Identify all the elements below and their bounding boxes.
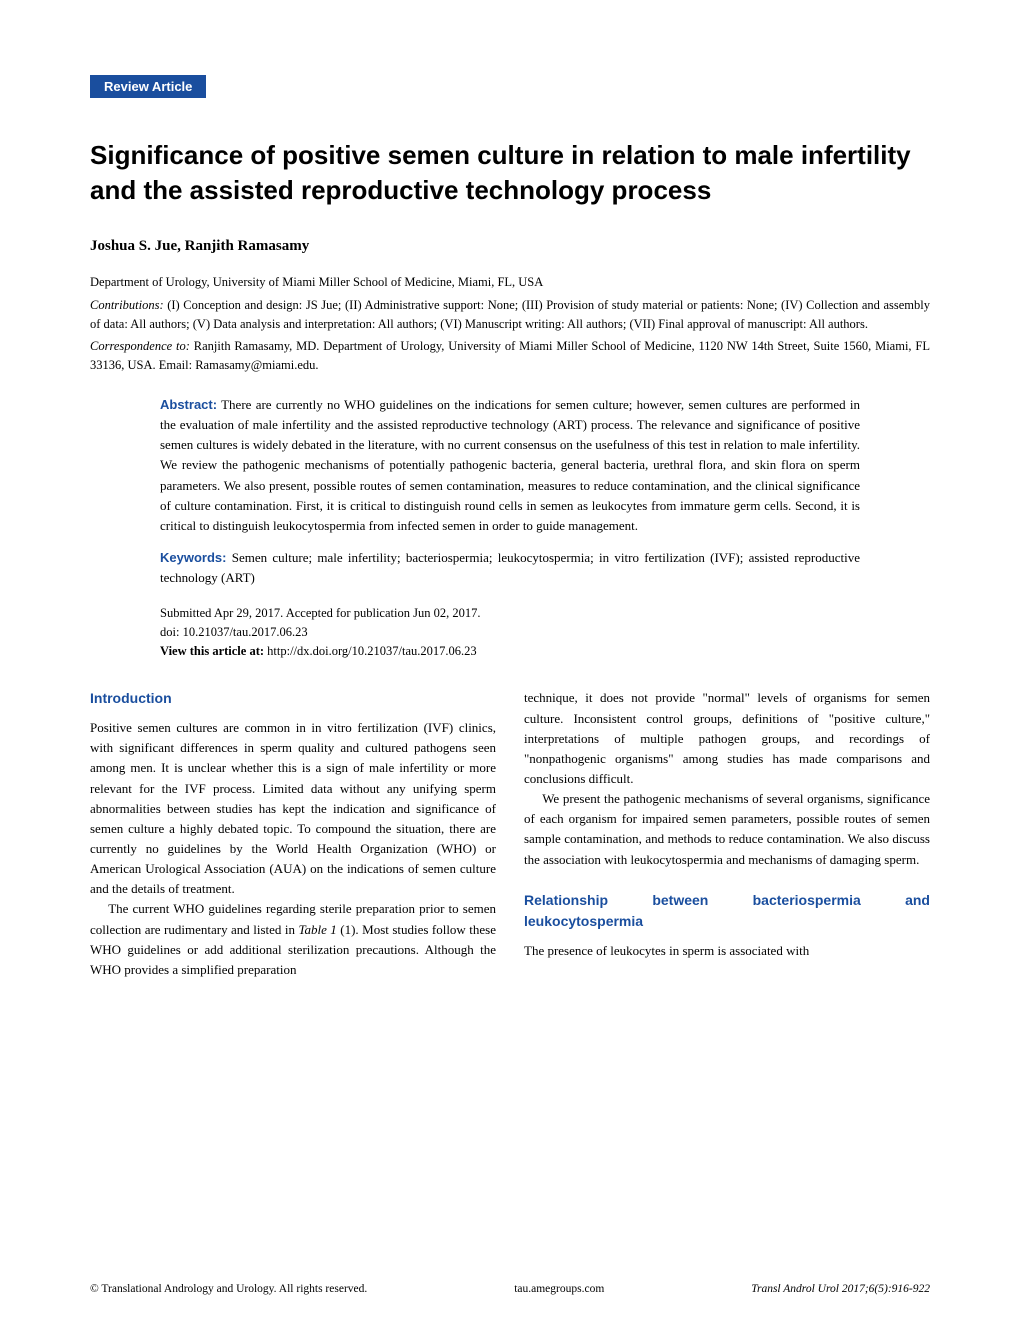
keywords-text: Semen culture; male infertility; bacteri… bbox=[160, 550, 860, 585]
table-ref: Table 1 bbox=[298, 922, 336, 937]
contributions-label: Contributions: bbox=[90, 298, 164, 312]
intro-heading: Introduction bbox=[90, 688, 496, 710]
article-tag: Review Article bbox=[90, 75, 206, 98]
contributions-text: (I) Conception and design: JS Jue; (II) … bbox=[90, 298, 930, 331]
article-title: Significance of positive semen culture i… bbox=[90, 138, 930, 208]
body-columns: Introduction Positive semen cultures are… bbox=[90, 688, 930, 980]
abstract: Abstract: There are currently no WHO gui… bbox=[160, 395, 860, 536]
abstract-label: Abstract: bbox=[160, 397, 217, 412]
col2-para-3: The presence of leukocytes in sperm is a… bbox=[524, 941, 930, 961]
abstract-text: There are currently no WHO guidelines on… bbox=[160, 397, 860, 533]
view-link: View this article at: http://dx.doi.org/… bbox=[160, 642, 860, 661]
affiliation: Department of Urology, University of Mia… bbox=[90, 273, 930, 292]
correspondence: Correspondence to: Ranjith Ramasamy, MD.… bbox=[90, 337, 930, 375]
page-footer: © Translational Andrology and Urology. A… bbox=[90, 1283, 930, 1295]
keywords-label: Keywords: bbox=[160, 550, 226, 565]
column-right: technique, it does not provide "normal" … bbox=[524, 688, 930, 980]
col2-para-1: technique, it does not provide "normal" … bbox=[524, 688, 930, 789]
view-link-label: View this article at: bbox=[160, 644, 264, 658]
relationship-heading: Relationship between bacteriospermia and… bbox=[524, 890, 930, 933]
correspondence-label: Correspondence to: bbox=[90, 339, 190, 353]
authors: Joshua S. Jue, Ranjith Ramasamy bbox=[90, 238, 930, 255]
intro-para-2: The current WHO guidelines regarding ste… bbox=[90, 899, 496, 980]
footer-center: tau.amegroups.com bbox=[514, 1283, 604, 1295]
column-left: Introduction Positive semen cultures are… bbox=[90, 688, 496, 980]
footer-right: Transl Androl Urol 2017;6(5):916-922 bbox=[751, 1283, 930, 1295]
abstract-block: Abstract: There are currently no WHO gui… bbox=[90, 395, 930, 661]
footer-left: © Translational Andrology and Urology. A… bbox=[90, 1283, 367, 1295]
view-link-url: http://dx.doi.org/10.21037/tau.2017.06.2… bbox=[264, 644, 477, 658]
contributions: Contributions: (I) Conception and design… bbox=[90, 296, 930, 334]
col2-para-2: We present the pathogenic mechanisms of … bbox=[524, 789, 930, 870]
doi-line: doi: 10.21037/tau.2017.06.23 bbox=[160, 623, 860, 642]
intro-para-1: Positive semen cultures are common in in… bbox=[90, 718, 496, 899]
submitted-line: Submitted Apr 29, 2017. Accepted for pub… bbox=[160, 604, 860, 623]
correspondence-text: Ranjith Ramasamy, MD. Department of Urol… bbox=[90, 339, 930, 372]
keywords: Keywords: Semen culture; male infertilit… bbox=[160, 548, 860, 588]
